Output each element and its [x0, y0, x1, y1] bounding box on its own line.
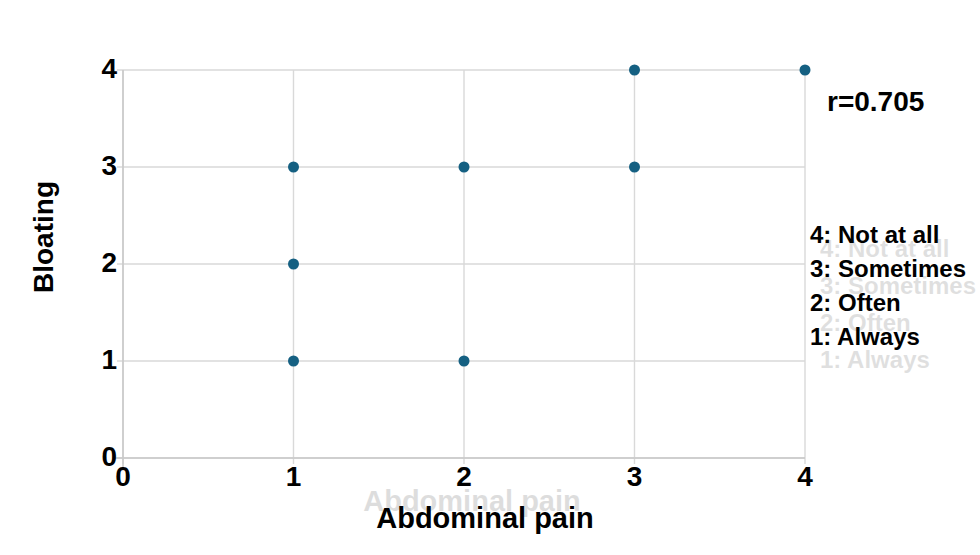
- legend-line: 3: Sometimes: [810, 252, 966, 286]
- scatter-chart: 01234 01234 Bloating Abdominal pain Abdo…: [0, 0, 980, 555]
- y-tick-label: 0: [62, 443, 117, 471]
- x-axis-title: Abdominal pain: [376, 501, 594, 535]
- data-point: [288, 259, 299, 270]
- data-point: [459, 162, 470, 173]
- x-tick-label: 4: [797, 463, 813, 491]
- x-tick-label: 1: [286, 463, 302, 491]
- legend: 4: Not at all3: Sometimes2: Often1: Alwa…: [810, 218, 966, 354]
- x-tick-label: 0: [115, 463, 131, 491]
- data-point: [629, 65, 640, 76]
- data-point: [288, 356, 299, 367]
- y-axis-title: Bloating: [28, 181, 60, 293]
- y-tick-label: 3: [62, 152, 117, 180]
- y-tick-label: 1: [62, 346, 117, 374]
- y-tick-label: 2: [62, 249, 117, 277]
- data-point: [459, 356, 470, 367]
- data-point: [288, 162, 299, 173]
- data-point: [629, 162, 640, 173]
- legend-line: 2: Often: [810, 286, 966, 320]
- data-point: [800, 65, 811, 76]
- y-tick-label: 4: [62, 55, 117, 83]
- legend-line: 4: Not at all: [810, 218, 966, 252]
- legend-line: 1: Always: [810, 320, 966, 354]
- x-tick-label: 3: [627, 463, 643, 491]
- correlation-annotation: r=0.705: [827, 86, 924, 118]
